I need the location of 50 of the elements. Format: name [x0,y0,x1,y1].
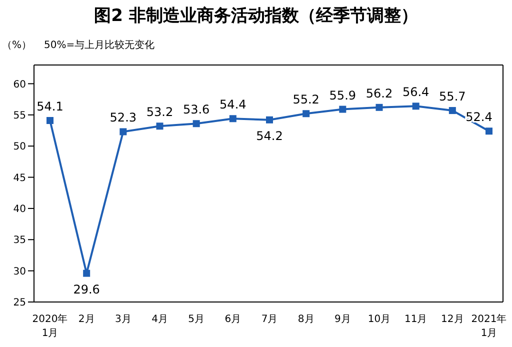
point [376,104,383,111]
x-tick-label: 4月 [152,314,168,325]
data-label: 52.3 [110,110,137,125]
y-tick-label: 50 [13,142,26,153]
point [192,120,200,128]
y-tick-label: 35 [13,235,26,246]
point [83,270,90,277]
point [266,116,273,124]
x-tick-label: 11月 [404,314,428,325]
data-label: 54.4 [220,98,246,112]
x-tick-label: 8月 [298,314,314,325]
data-label: 53.2 [146,105,174,120]
point [448,107,456,114]
x-tick-label: 9月 [334,314,351,325]
data-label: 55.2 [292,92,320,107]
point [156,122,164,130]
y-tick-label: 30 [13,266,26,278]
x-tick-label: 2021年 1月 [471,313,507,339]
point [46,117,54,124]
x-tick-label: 2月 [78,314,95,325]
data-label: 56.4 [402,85,430,100]
x-tick-label: 5月 [188,314,205,325]
point [120,128,127,136]
x-tick-label: 2020年 1月 [32,313,68,339]
text: 50%=与上月比较无变化 [44,38,155,52]
data-label: 54.1 [36,100,64,114]
y-tick-label: 25 [13,298,26,309]
x-tick-label: 6月 [224,314,242,325]
data-label: 53.6 [182,102,210,117]
y-tick-label: 45 [13,172,26,184]
data-label: 55.9 [329,88,356,102]
x-tick-label: 10月 [368,314,391,325]
point [486,128,492,135]
data-label: 55.7 [439,90,466,104]
point [302,110,310,118]
y-tick-label: 60 [13,79,26,90]
x-tick-label: 7月 [261,314,278,325]
x-tick-label: 12月 [441,314,464,325]
text: （%） [2,39,32,52]
x-tick-label: 3月 [114,314,132,325]
data-label: 54.2 [256,128,283,143]
y-tick-label: 55 [13,110,26,122]
chart-title: 图2 非制造业商务活动指数（经季节调整） [93,5,419,27]
data-label: 56.2 [366,86,393,100]
point [412,102,420,110]
data-label: 29.6 [73,282,100,296]
data-label: 52.4 [466,110,492,124]
point [339,106,346,113]
y-tick-label: 40 [13,204,26,215]
point [229,115,236,122]
